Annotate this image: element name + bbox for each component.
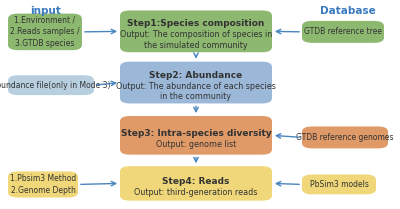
Text: 1.Pbsim3 Method
2.Genome Depth: 1.Pbsim3 Method 2.Genome Depth bbox=[10, 174, 76, 195]
Text: Step1:Species composition: Step1:Species composition bbox=[127, 19, 265, 28]
Text: GTDB reference genomes: GTDB reference genomes bbox=[296, 133, 394, 142]
Text: PbSim3 models: PbSim3 models bbox=[310, 180, 368, 189]
Text: Output: The abundance of each species: Output: The abundance of each species bbox=[116, 82, 276, 91]
FancyBboxPatch shape bbox=[120, 116, 272, 155]
FancyBboxPatch shape bbox=[120, 62, 272, 103]
Text: Output: third-generation reads: Output: third-generation reads bbox=[134, 188, 258, 197]
FancyBboxPatch shape bbox=[302, 21, 384, 43]
Text: the simulated community: the simulated community bbox=[144, 41, 248, 50]
Text: Output: genome list: Output: genome list bbox=[156, 140, 236, 149]
Text: in the community: in the community bbox=[160, 92, 232, 101]
Text: GTDB reference tree: GTDB reference tree bbox=[304, 27, 382, 36]
Text: Step3: Intra-species diversity: Step3: Intra-species diversity bbox=[121, 129, 271, 138]
FancyBboxPatch shape bbox=[8, 14, 82, 50]
Text: Output: The composition of species in: Output: The composition of species in bbox=[120, 31, 272, 40]
FancyBboxPatch shape bbox=[302, 175, 376, 194]
FancyBboxPatch shape bbox=[120, 10, 272, 52]
FancyBboxPatch shape bbox=[8, 171, 78, 198]
Text: input: input bbox=[30, 6, 62, 16]
FancyBboxPatch shape bbox=[120, 166, 272, 201]
Text: Step2: Abundance: Step2: Abundance bbox=[149, 70, 243, 79]
Text: Database: Database bbox=[320, 6, 376, 16]
Text: 1.Environment /
2.Reads samples /
3.GTDB species: 1.Environment / 2.Reads samples / 3.GTDB… bbox=[10, 16, 80, 48]
FancyBboxPatch shape bbox=[8, 75, 94, 95]
FancyBboxPatch shape bbox=[302, 126, 388, 148]
Text: Step4: Reads: Step4: Reads bbox=[162, 177, 230, 186]
Text: Abundance file(only in Mode 3): Abundance file(only in Mode 3) bbox=[0, 81, 111, 90]
